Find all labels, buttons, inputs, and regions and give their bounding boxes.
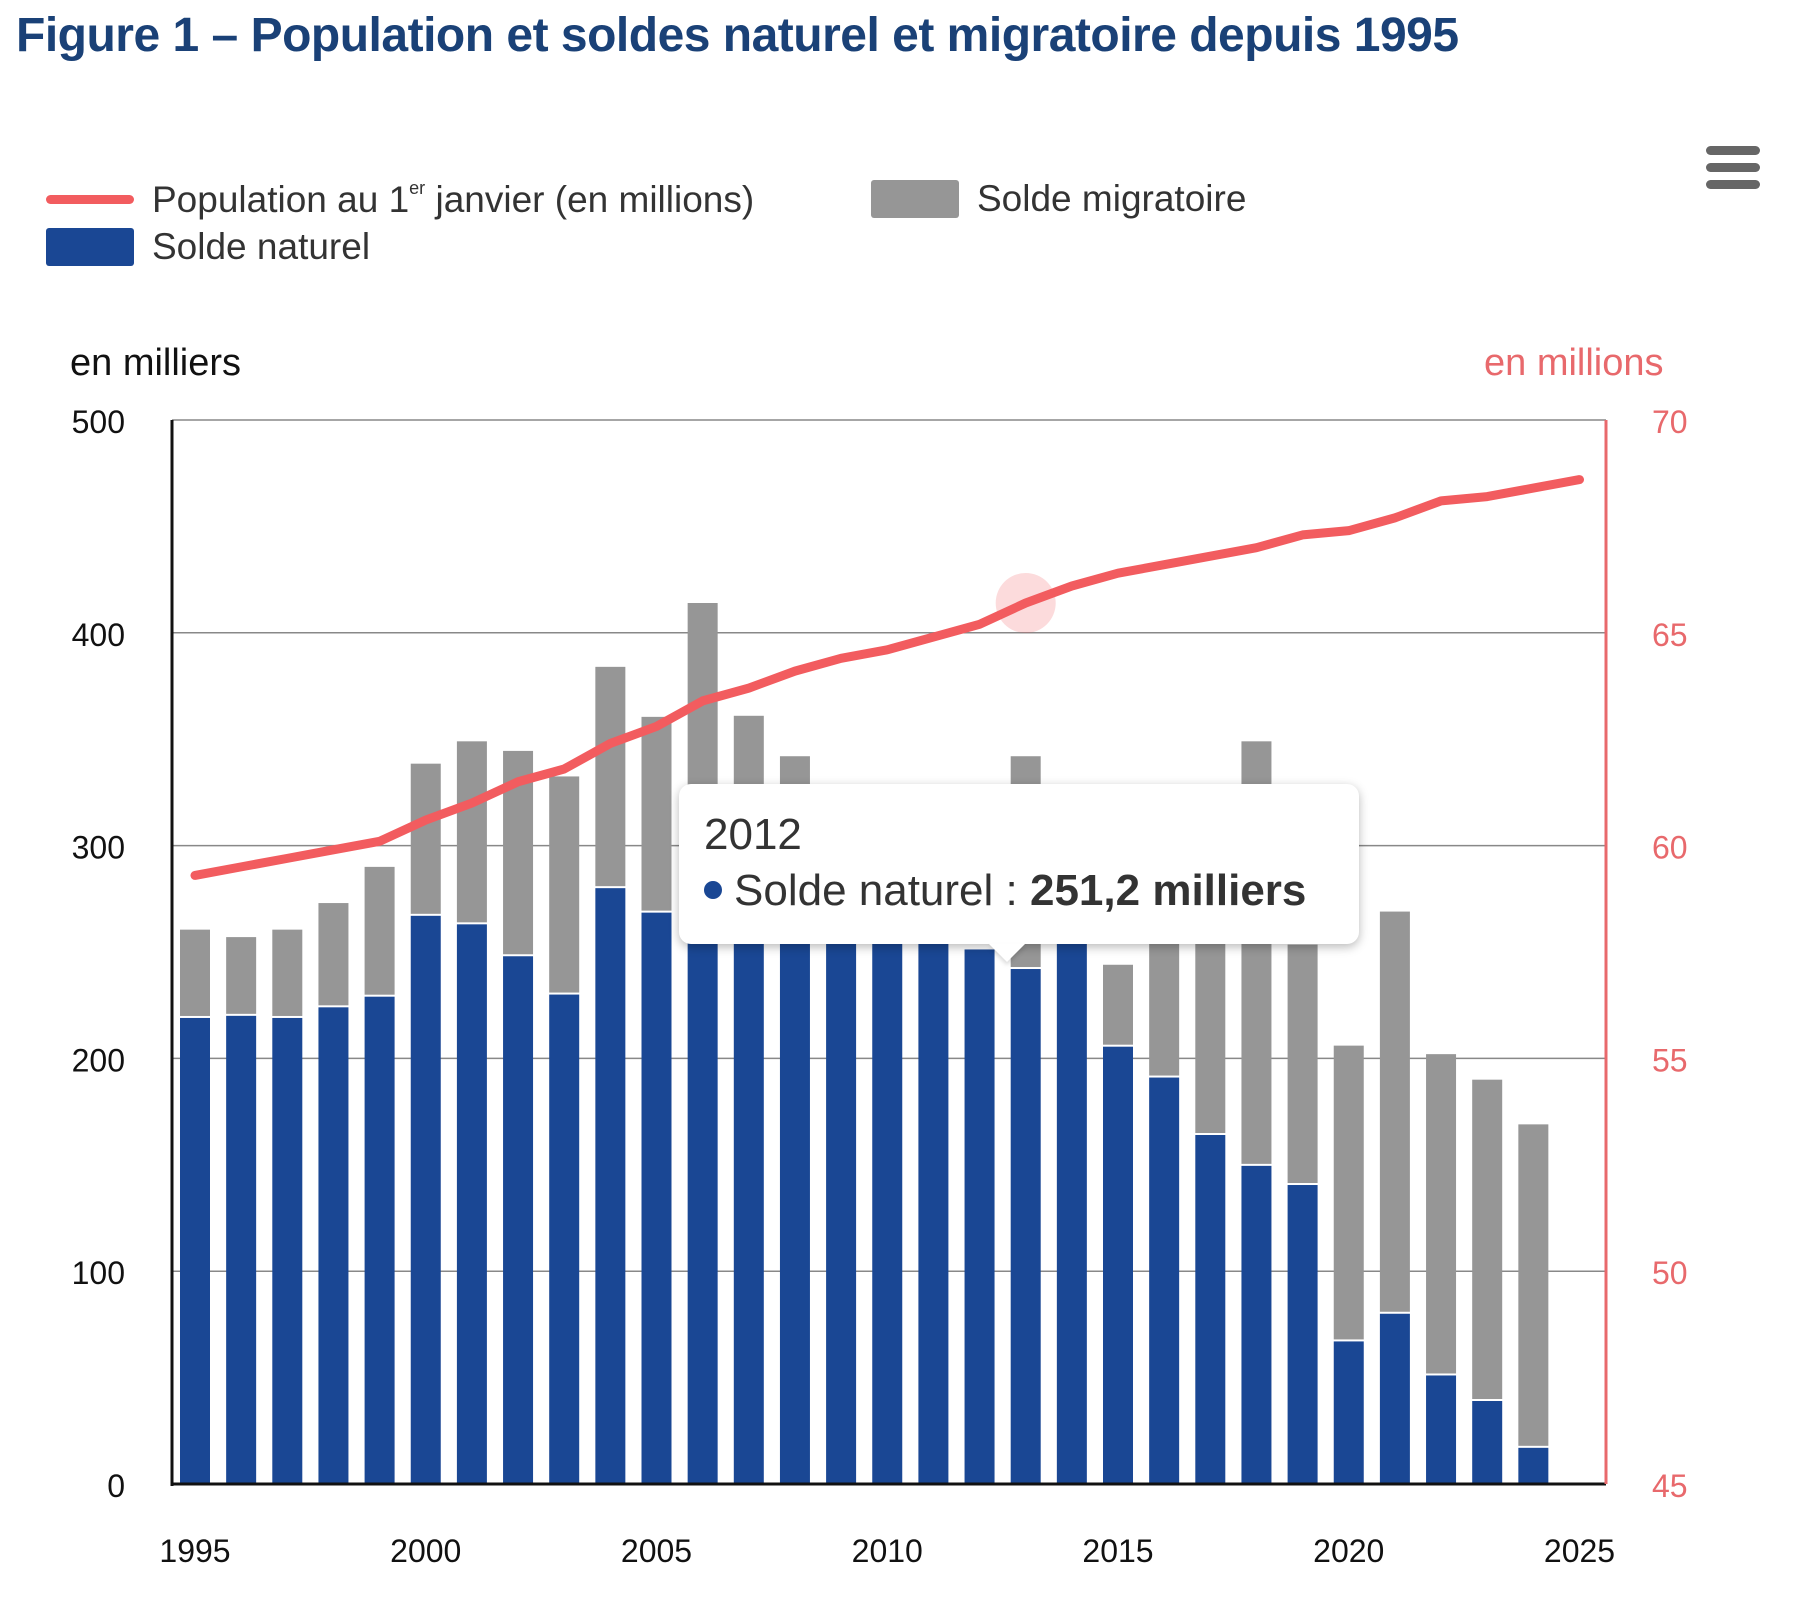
chart-menu-button[interactable] [1706, 146, 1762, 190]
bar-solde-naturel-2020 [1333, 1341, 1364, 1484]
right-axis-tick-label: 55 [1652, 1042, 1688, 1078]
x-axis-tick-label: 2015 [1082, 1533, 1153, 1569]
bar-solde-migratoire-1995 [180, 929, 210, 1016]
right-axis-title: en millions [1484, 342, 1664, 384]
bar-solde-naturel-2005 [641, 912, 672, 1484]
legend-label-migratoire: Solde migratoire [977, 178, 1247, 219]
bar-solde-migratoire-2021 [1379, 911, 1410, 1312]
legend-swatch-migratoire [871, 180, 959, 218]
bar-solde-migratoire-2015 [1103, 964, 1133, 1045]
right-axis-tick-label: 45 [1652, 1468, 1688, 1504]
bar-solde-migratoire-2001 [456, 741, 487, 923]
bar-solde-migratoire-2017 [1195, 943, 1226, 1134]
bar-solde-migratoire-2019 [1287, 944, 1318, 1184]
bar-solde-migratoire-1999 [364, 866, 395, 995]
left-axis-title: en milliers [70, 342, 242, 384]
bar-solde-migratoire-2016 [1149, 932, 1180, 1076]
bar-solde-migratoire-1997 [272, 929, 303, 1016]
bar-solde-migratoire-2003 [549, 776, 580, 993]
hamburger-menu-icon-bar [1706, 180, 1760, 189]
legend-line-swatch-population [46, 195, 134, 204]
bar-solde-naturel-1996 [226, 1015, 257, 1484]
tooltip-value: 251,2 milliers [1029, 866, 1307, 915]
right-axis-tick-label: 50 [1652, 1255, 1688, 1291]
bar-solde-migratoire-2020 [1333, 1045, 1364, 1340]
x-axis-tick-label: 2000 [390, 1533, 461, 1569]
bar-solde-migratoire-2000 [410, 763, 441, 914]
x-axis-tick-label: 2020 [1313, 1533, 1384, 1569]
bar-solde-naturel-2024 [1518, 1447, 1549, 1484]
bar-solde-migratoire-2024 [1518, 1124, 1549, 1446]
bar-solde-migratoire-1996 [226, 937, 257, 1014]
bar-solde-naturel-2018 [1241, 1165, 1272, 1484]
tooltip-series-name: Solde naturel [734, 866, 994, 915]
tooltip-separator: : [993, 866, 1030, 915]
hamburger-menu-icon [1706, 146, 1760, 155]
legend-item-migratoire[interactable]: Solde migratoire [871, 178, 1246, 220]
bar-solde-naturel-2003 [549, 994, 580, 1484]
tooltip-year: 2012 [704, 810, 802, 859]
hamburger-menu-icon-bar [1706, 163, 1760, 172]
bar-solde-naturel-1997 [272, 1017, 303, 1484]
left-axis-tick-label: 400 [72, 617, 125, 653]
tooltip-arrow [989, 944, 1025, 962]
bar-solde-naturel-2022 [1426, 1375, 1457, 1484]
bar-solde-naturel-2019 [1287, 1185, 1318, 1484]
x-axis-tick-label: 2005 [621, 1533, 692, 1569]
bar-solde-migratoire-1998 [318, 903, 349, 1006]
tooltip: 2012 Solde naturel : 251,2 milliers [679, 784, 1359, 962]
bar-solde-migratoire-2023 [1472, 1079, 1503, 1400]
bar-solde-naturel-2023 [1472, 1401, 1503, 1484]
x-axis-tick-label: 1995 [159, 1533, 230, 1569]
left-axis-tick-label: 0 [107, 1468, 125, 1504]
legend-label-naturel: Solde naturel [152, 226, 371, 267]
bar-solde-naturel-1999 [364, 996, 395, 1484]
bar-solde-naturel-2008 [779, 892, 810, 1484]
bar-solde-naturel-2021 [1379, 1313, 1410, 1484]
bar-solde-naturel-2002 [503, 956, 534, 1484]
bar-solde-naturel-2014 [1056, 926, 1087, 1484]
figure-title: Figure 1 – Population et soldes naturel … [16, 9, 1459, 62]
left-axis-tick-label: 300 [72, 830, 125, 866]
bar-solde-naturel-2009 [826, 909, 857, 1484]
bar-solde-naturel-2000 [410, 915, 441, 1484]
legend-item-population[interactable]: Population au 1er janvier (en millions) [46, 178, 754, 221]
bar-solde-naturel-2007 [733, 898, 764, 1484]
right-axis-tick-label: 60 [1652, 830, 1688, 866]
legend-item-naturel[interactable]: Solde naturel [46, 226, 370, 268]
bar-solde-naturel-2006 [687, 866, 718, 1484]
left-axis-tick-label: 100 [72, 1255, 125, 1291]
bar-solde-naturel-2001 [456, 924, 487, 1484]
legend-label-population: Population au 1er janvier (en millions) [152, 178, 755, 220]
tooltip-line: Solde naturel : 251,2 milliers [704, 866, 1306, 916]
bar-solde-migratoire-2005 [641, 716, 672, 911]
left-axis-tick-label: 500 [72, 404, 125, 440]
bar-solde-migratoire-2022 [1426, 1054, 1457, 1374]
bar-solde-naturel-2016 [1149, 1077, 1180, 1484]
tooltip-series-dot-icon [704, 881, 722, 899]
bar-solde-naturel-2011 [918, 926, 949, 1484]
x-axis-tick-label: 2025 [1544, 1533, 1615, 1569]
bar-solde-naturel-2013 [1010, 969, 1041, 1484]
bar-solde-naturel-2010 [872, 898, 903, 1484]
legend-swatch-naturel [46, 228, 134, 266]
right-axis-tick-label: 65 [1652, 617, 1688, 653]
bar-solde-naturel-2004 [595, 888, 626, 1484]
left-axis-tick-label: 200 [72, 1042, 125, 1078]
right-axis-tick-label: 70 [1652, 404, 1688, 440]
bar-solde-naturel-2017 [1195, 1135, 1226, 1484]
bar-solde-naturel-1995 [180, 1017, 210, 1484]
bar-solde-naturel-2015 [1103, 1046, 1133, 1484]
bar-solde-migratoire-2004 [595, 666, 626, 887]
x-axis-tick-label: 2010 [852, 1533, 923, 1569]
bar-solde-naturel-2012 [964, 949, 995, 1484]
bar-solde-naturel-1998 [318, 1007, 349, 1484]
